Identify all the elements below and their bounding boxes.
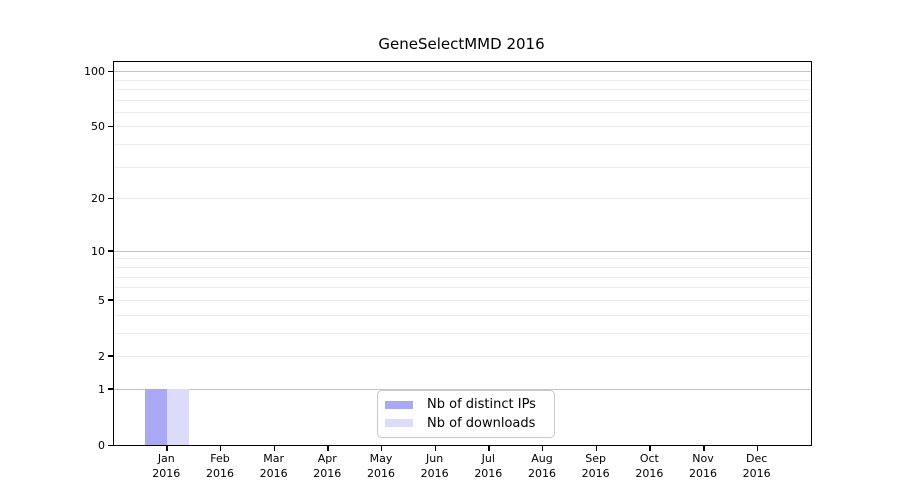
x-tick-label-year: 2016 — [635, 467, 664, 480]
plot-area — [113, 61, 812, 446]
gridline-major — [114, 250, 811, 252]
gridline-minor — [114, 88, 811, 90]
gridline-major — [114, 388, 811, 390]
gridline-minor — [114, 258, 811, 260]
x-tick-label-year: 2016 — [581, 467, 610, 480]
x-tick-label: Jan 2016 — [134, 451, 198, 481]
legend-item: Nb of distinct IPs — [385, 397, 544, 412]
x-tick-label-month: Mar — [263, 452, 284, 465]
gridline-major — [114, 71, 811, 73]
x-tick-label: Feb 2016 — [188, 451, 252, 481]
x-tick — [380, 445, 383, 451]
x-tick-label-month: Apr — [317, 452, 337, 465]
x-tick-label-month: Nov — [692, 452, 714, 465]
bar-nb-of-downloads — [167, 388, 190, 445]
y-tick — [108, 388, 113, 390]
y-tick-label: 50 — [91, 120, 105, 134]
x-tick — [541, 445, 544, 451]
x-tick-label-month: Jun — [426, 452, 444, 465]
x-tick-label: Oct 2016 — [617, 451, 681, 481]
x-tick — [327, 445, 329, 451]
y-tick-label: 1 — [98, 382, 105, 396]
x-tick-label: Apr 2016 — [295, 451, 359, 481]
y-tick — [108, 299, 113, 301]
x-tick-label: Mar 2016 — [242, 451, 306, 481]
x-tick-label-year: 2016 — [474, 467, 503, 480]
x-tick-label-year: 2016 — [259, 467, 288, 480]
x-tick-label-month: Oct — [639, 452, 659, 465]
x-tick-label-year: 2016 — [527, 467, 556, 480]
gridline-minor — [114, 355, 811, 357]
x-tick-label-month: Sep — [585, 452, 607, 465]
legend: Nb of distinct IPs Nb of downloads — [377, 390, 555, 438]
legend-label: Nb of distinct IPs — [427, 397, 536, 413]
x-tick — [703, 445, 705, 451]
x-tick-label-month: Dec — [746, 452, 768, 465]
gridline-minor — [114, 99, 811, 101]
gridline-minor — [114, 111, 811, 113]
x-tick-label-year: 2016 — [313, 467, 342, 480]
legend-label: Nb of downloads — [427, 415, 536, 431]
x-tick-label: Dec 2016 — [725, 451, 789, 481]
gridline-minor — [114, 198, 811, 200]
gridline-minor — [114, 332, 811, 334]
y-tick — [108, 125, 113, 128]
legend-swatch — [385, 419, 413, 428]
y-tick — [108, 70, 113, 73]
x-tick-label: Nov 2016 — [671, 451, 735, 481]
gridline-minor — [114, 126, 811, 128]
x-tick-label-year: 2016 — [152, 467, 181, 480]
x-tick — [166, 445, 168, 451]
gridline-minor — [114, 144, 811, 146]
gridline-minor — [114, 276, 811, 278]
legend-item: Nb of downloads — [385, 416, 544, 431]
chart-title: GeneSelectMMD 2016 — [378, 35, 545, 53]
y-tick — [108, 355, 113, 357]
x-tick-label: Aug 2016 — [510, 451, 574, 481]
y-tick — [108, 197, 113, 200]
y-tick-label: 20 — [91, 192, 105, 206]
y-tick-label: 0 — [98, 439, 105, 452]
x-tick — [649, 445, 651, 451]
gridline-minor — [114, 79, 811, 81]
gridline-minor — [114, 287, 811, 289]
y-tick-label: 10 — [91, 244, 105, 258]
gridline-minor — [114, 266, 811, 268]
x-tick-label-month: May — [369, 452, 393, 465]
x-tick — [756, 445, 759, 451]
legend-swatch — [385, 400, 413, 409]
x-tick-label: Jun 2016 — [403, 451, 467, 481]
x-tick-label-year: 2016 — [420, 467, 449, 480]
x-tick-label: Sep 2016 — [564, 451, 628, 481]
x-tick-label-month: Jul — [481, 452, 495, 465]
x-tick — [273, 445, 276, 451]
y-tick — [108, 250, 113, 252]
x-tick-label-month: Feb — [210, 452, 230, 465]
x-tick — [595, 445, 598, 451]
y-tick-label: 100 — [84, 65, 105, 79]
y-tick-label: 5 — [98, 293, 105, 307]
y-tick-label: 2 — [98, 349, 105, 363]
x-tick — [488, 445, 490, 451]
x-tick — [434, 445, 437, 451]
x-tick-label-month: Aug — [531, 452, 553, 465]
bar-nb-of-distinct-ips — [145, 388, 168, 445]
x-tick — [219, 445, 222, 451]
gridline-minor — [114, 314, 811, 316]
x-tick-label-year: 2016 — [742, 467, 771, 480]
x-tick-label-year: 2016 — [366, 467, 395, 480]
x-tick-label: May 2016 — [349, 451, 413, 481]
x-tick-label-month: Jan — [157, 452, 175, 465]
x-tick-label-year: 2016 — [689, 467, 717, 480]
x-tick-label-year: 2016 — [205, 467, 234, 480]
y-tick — [108, 444, 113, 446]
x-tick-label: Jul 2016 — [456, 451, 520, 481]
gridline-minor — [114, 299, 811, 301]
gridline-minor — [114, 166, 811, 168]
